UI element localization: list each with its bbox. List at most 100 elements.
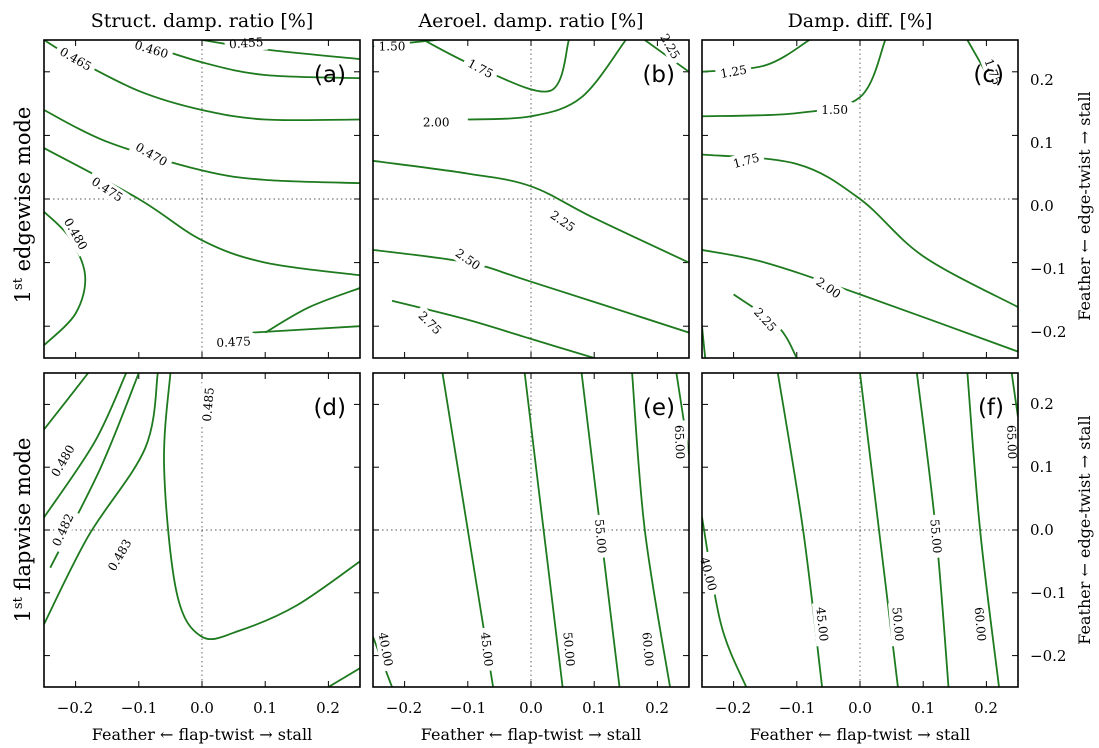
row-label-flapwise: 1st flapwise mode <box>11 438 35 623</box>
contour-label-halo <box>590 514 611 559</box>
contour-label: 65.00 <box>1002 420 1021 464</box>
contour-label: 40.00 <box>373 626 398 672</box>
contour-label: 1.25 <box>714 60 753 83</box>
contour-label-text: 0.465 <box>57 44 94 73</box>
panel-frame <box>372 39 690 359</box>
contour-label-halo <box>211 332 256 352</box>
contour-label-text: 50.00 <box>560 632 577 667</box>
x-tick-labels-col2: −0.2 −0.1 0.0 0.1 0.2 <box>386 699 669 717</box>
panel-letter: (c) <box>973 62 1004 88</box>
column-title-aeroelastic: Aeroel. damp. ratio [%] <box>417 10 643 32</box>
x-tick-label: 0.1 <box>911 699 935 717</box>
contour-label-text: 60.00 <box>639 632 656 667</box>
panel-letter: (a) <box>314 62 346 88</box>
y-tick-labels-bottom: 0.2 0.1 0.0 −0.1 −0.2 <box>1030 395 1066 665</box>
panel-frame <box>701 372 1019 688</box>
contour-line <box>776 373 823 687</box>
contour-line <box>631 373 671 687</box>
contour-label-halo <box>57 211 94 257</box>
contour-label-halo <box>476 627 498 672</box>
contour-label-text: 0.455 <box>229 35 264 51</box>
x-tick-label: 0.0 <box>190 699 214 717</box>
contour-label-halo <box>1002 420 1021 464</box>
contour-label: 50.00 <box>888 602 908 647</box>
contour-label-halo <box>559 627 579 672</box>
y-tick-label: 0.0 <box>1030 521 1054 539</box>
right-ylabel-bottom: Feather ← edge-twist → stall <box>1075 415 1094 644</box>
panel-frame <box>701 39 1019 359</box>
contour-line <box>163 373 360 641</box>
contour-label-halo <box>45 438 81 484</box>
contour-label-halo <box>373 626 398 672</box>
contour-label-halo <box>888 602 908 647</box>
contour-line <box>44 373 128 518</box>
contour-line <box>675 373 689 455</box>
x-tick-label: 0.2 <box>316 699 340 717</box>
x-tick-label: −0.1 <box>121 699 157 717</box>
contour-label-halo <box>102 532 138 578</box>
contour-label: 0.455 <box>224 33 269 53</box>
contour-label: 0.485 <box>198 382 219 427</box>
contour-label: 0.465 <box>52 41 99 77</box>
contour-label-text: 0.470 <box>133 140 170 169</box>
panel-letter: (e) <box>643 395 675 421</box>
column-title-difference: Damp. diff. [%] <box>788 10 933 32</box>
contour-label: 1.75 <box>979 52 1007 92</box>
contour-line <box>966 373 1000 687</box>
contour-label: 55.00 <box>590 514 611 559</box>
contour-label-halo <box>979 52 1007 92</box>
contour-line <box>423 40 570 93</box>
panel-frame <box>43 372 361 688</box>
contour-label: 2.25 <box>654 26 686 66</box>
xlabel-col2: Feather ← flap-twist → stall <box>421 725 641 744</box>
contour-label: 0.480 <box>45 438 81 484</box>
contour-panel: 40.00 45.00 50.00 55.00 60.00 65.00 (e) <box>372 372 690 688</box>
y-tick-label: −0.2 <box>1030 647 1066 665</box>
x-tick-labels-col1: −0.2 −0.1 0.0 0.1 0.2 <box>57 699 340 717</box>
contour-label: 0.483 <box>102 532 138 578</box>
contour-line <box>44 211 87 346</box>
contour-line <box>373 249 689 334</box>
y-tick-label: −0.2 <box>1030 323 1066 341</box>
contour-line <box>1010 373 1018 418</box>
contour-label: 2.00 <box>418 114 454 131</box>
contour-label-halo <box>925 514 946 559</box>
x-tick-label: 0.1 <box>253 699 277 717</box>
contour-label-halo <box>418 114 454 131</box>
contour-label-halo <box>811 601 833 647</box>
x-tick-label: −0.1 <box>450 699 486 717</box>
contour-line <box>859 373 899 687</box>
contour-line <box>44 373 159 625</box>
contour-label-halo <box>128 35 175 64</box>
contour-label-text: 65.00 <box>1004 425 1019 460</box>
contour-line <box>44 109 360 184</box>
x-tick-label: 0.2 <box>645 699 669 717</box>
contour-label-halo <box>726 148 766 174</box>
panel-frame <box>43 39 361 359</box>
contour-label-halo <box>970 602 990 647</box>
contour-label-halo <box>638 627 658 672</box>
contour-label: 60.00 <box>638 627 658 672</box>
y-tick-label: 0.2 <box>1030 71 1054 89</box>
contour-label-text: 1.50 <box>379 39 406 53</box>
contour-label: 65.00 <box>670 420 689 464</box>
panel-letter: (f) <box>978 395 1004 421</box>
column-title-structural: Struct. damp. ratio [%] <box>91 10 314 32</box>
contour-label-halo <box>460 53 500 85</box>
x-tick-label: 0.0 <box>519 699 543 717</box>
contour-label-text: 1.50 <box>821 103 848 117</box>
contour-label: 2.00 <box>809 271 848 305</box>
contour-line <box>523 373 564 687</box>
x-tick-label: −0.2 <box>715 699 751 717</box>
contour-label: 60.00 <box>970 602 990 647</box>
contour-lines <box>44 373 360 687</box>
contour-line <box>327 667 360 687</box>
x-tick-label: 0.0 <box>848 699 872 717</box>
contour-panel: 1.251.501.751.752.002.25(c) <box>701 39 1019 359</box>
contour-label-halo <box>816 102 853 118</box>
y-tick-label: 0.1 <box>1030 134 1054 152</box>
y-tick-label: −0.1 <box>1030 260 1066 278</box>
xlabel-col3: Feather ← flap-twist → stall <box>750 725 970 744</box>
contour-label-halo <box>84 171 130 208</box>
